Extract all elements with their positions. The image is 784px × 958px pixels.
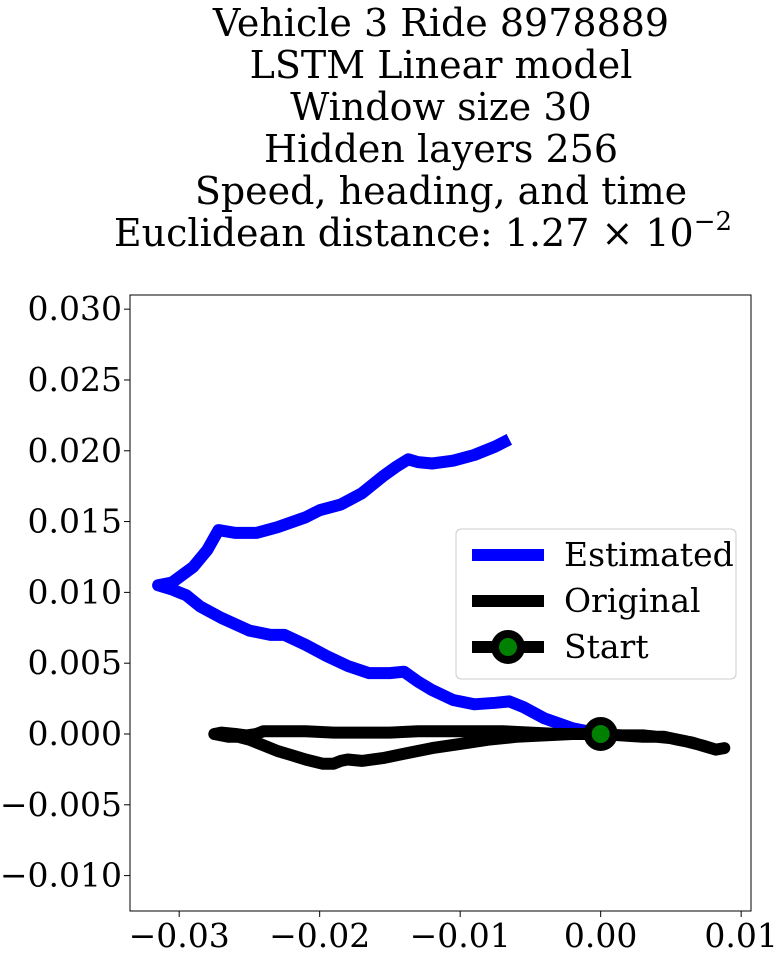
y-tick-label: 0.005 (28, 643, 122, 682)
legend-label: Estimated (564, 535, 734, 574)
legend-label: Start (564, 627, 649, 666)
legend-marker (491, 630, 525, 664)
y-tick-label: −0.005 (0, 785, 122, 824)
y-tick-label: 0.010 (28, 572, 122, 611)
y-tick-label: 0.030 (28, 289, 122, 328)
title-line: Hidden layers 256 (264, 127, 618, 171)
plot-series (152, 434, 731, 770)
x-tick-label: 0.01 (704, 916, 777, 955)
axes-frame (129, 294, 752, 912)
y-tick-label: 0.000 (28, 714, 122, 753)
title-line: Window size 30 (290, 85, 591, 129)
axis-ticks: −0.03 −0.02 −0.01 0.00 0.01 0.030 0.025 0.020 0.… (0, 289, 778, 955)
series-line-estimated (152, 434, 602, 740)
legend-label: Original (564, 581, 701, 620)
y-tick-label: 0.015 (28, 502, 122, 541)
legend: Estimated Original Start (455, 528, 737, 680)
y-tick-label: −0.010 (0, 856, 122, 895)
start-marker (583, 716, 618, 751)
title-distance: Euclidean distance: 1.27 × 10−2 (114, 207, 732, 255)
x-tick-label: −0.02 (269, 916, 370, 955)
y-tick-label: 0.025 (28, 360, 122, 399)
x-tick-label: −0.01 (410, 916, 511, 955)
y-tick-label: 0.020 (28, 431, 122, 470)
plot-area (152, 434, 731, 770)
title-line: Vehicle 3 Ride 8978889 (212, 1, 669, 45)
title-distance-exponent: −2 (694, 207, 732, 237)
series-line-original (208, 725, 731, 770)
title-line: Speed, heading, and time (195, 169, 687, 213)
x-tick-label: 0.00 (564, 916, 637, 955)
title-distance-prefix: Euclidean distance: 1.27 × 10 (114, 211, 694, 255)
title-line: LSTM Linear model (250, 43, 633, 87)
x-tick-label: −0.03 (129, 916, 230, 955)
